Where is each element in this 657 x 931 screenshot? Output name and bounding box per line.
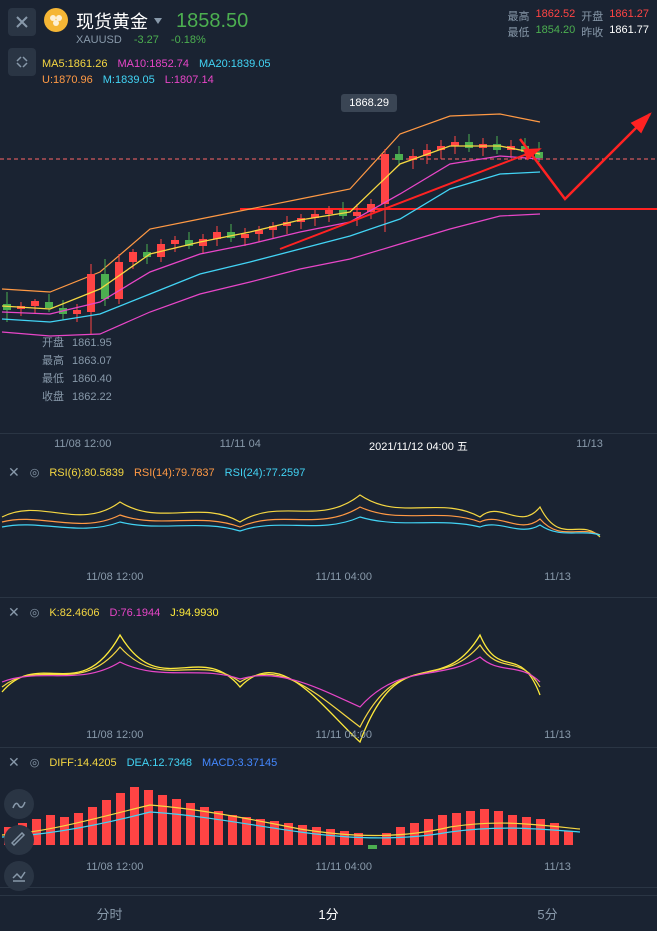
draw-tool-icon[interactable] — [4, 825, 34, 855]
macd-close-icon[interactable]: ✕ — [8, 754, 20, 771]
kdj-close-icon[interactable]: ✕ — [8, 604, 20, 621]
symbol: XAUUSD — [76, 34, 122, 46]
macd-val: MACD:3.37145 — [202, 757, 277, 769]
main-time-axis: 11/08 12:0011/11 042021/11/12 04:00 五11/… — [0, 434, 657, 458]
timeframe-tabs: 分时 1分 5分 — [0, 895, 657, 931]
analysis-tool-icon[interactable] — [4, 861, 34, 891]
dropdown-icon[interactable] — [154, 18, 162, 24]
kdj-j: J:94.9930 — [170, 607, 218, 619]
price-change-pct: -0.18% — [171, 34, 206, 46]
rsi-close-icon[interactable]: ✕ — [8, 464, 20, 481]
kdj-k: K:82.4606 — [49, 607, 99, 619]
close-icon[interactable] — [8, 8, 36, 36]
kdj-d: D:76.1944 — [110, 607, 161, 619]
indicator-tool-icon[interactable] — [4, 789, 34, 819]
tab-1min[interactable]: 1分 — [219, 896, 438, 931]
kdj-panel[interactable]: ✕ ◎ K:82.4606 D:76.1944 J:94.9930 11/08 … — [0, 598, 657, 748]
rsi-settings-icon[interactable]: ◎ — [30, 466, 40, 479]
asset-icon — [44, 8, 68, 32]
rsi14: RSI(14):79.7837 — [134, 467, 215, 479]
tab-timeshare[interactable]: 分时 — [0, 896, 219, 931]
rsi6: RSI(6):80.5839 — [49, 467, 124, 479]
price-change: -3.27 — [134, 34, 159, 46]
kdj-settings-icon[interactable]: ◎ — [30, 606, 40, 619]
main-chart[interactable]: MA5:1861.26 MA10:1852.74 MA20:1839.05 U:… — [0, 54, 657, 434]
ohlc-detail: 开盘1861.95 最高1863.07 最低1860.40 收盘1862.22 — [42, 334, 112, 406]
tab-5min[interactable]: 5分 — [438, 896, 657, 931]
macd-settings-icon[interactable]: ◎ — [30, 756, 40, 769]
rsi-panel[interactable]: ✕ ◎ RSI(6):80.5839 RSI(14):79.7837 RSI(2… — [0, 458, 657, 598]
macd-diff: DIFF:14.4205 — [49, 757, 116, 769]
macd-dea: DEA:12.7348 — [127, 757, 192, 769]
macd-panel[interactable]: ✕ ◎ DIFF:14.4205 DEA:12.7348 MACD:3.3714… — [0, 748, 657, 888]
ohlc-summary: 最高1862.52开盘1861.27 最低1854.20昨收1861.77 — [507, 8, 649, 40]
rsi24: RSI(24):77.2597 — [225, 467, 306, 479]
asset-title[interactable]: 现货黄金 — [76, 8, 148, 34]
current-price: 1858.50 — [176, 10, 248, 33]
